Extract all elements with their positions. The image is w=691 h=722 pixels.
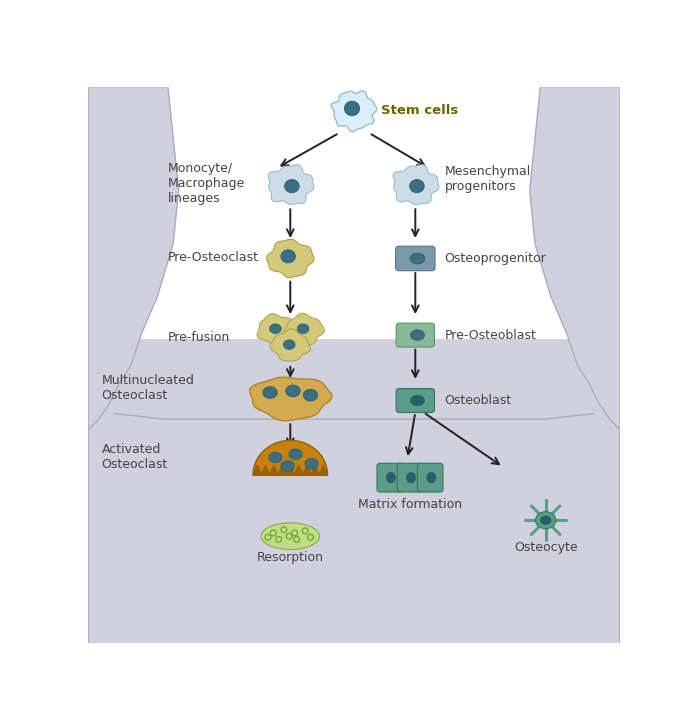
- Polygon shape: [249, 377, 332, 421]
- Ellipse shape: [305, 458, 319, 469]
- Ellipse shape: [386, 472, 395, 483]
- Text: Monocyte/
Macrophage
lineages: Monocyte/ Macrophage lineages: [168, 162, 245, 206]
- Ellipse shape: [289, 449, 302, 460]
- Text: Stem cells: Stem cells: [381, 104, 458, 117]
- Ellipse shape: [269, 324, 281, 334]
- Ellipse shape: [410, 395, 424, 406]
- Text: Matrix formation: Matrix formation: [358, 497, 462, 510]
- Text: Pre-Osteoblast: Pre-Osteoblast: [444, 329, 536, 342]
- Text: Pre-fusion: Pre-fusion: [168, 331, 230, 344]
- Ellipse shape: [269, 452, 282, 463]
- Ellipse shape: [261, 523, 319, 549]
- Ellipse shape: [297, 324, 309, 334]
- Ellipse shape: [281, 461, 294, 471]
- FancyBboxPatch shape: [417, 464, 443, 492]
- Polygon shape: [257, 314, 296, 344]
- Ellipse shape: [283, 340, 295, 349]
- Polygon shape: [267, 239, 314, 278]
- Ellipse shape: [286, 385, 300, 397]
- Polygon shape: [331, 91, 377, 131]
- Polygon shape: [88, 339, 620, 643]
- Ellipse shape: [410, 330, 424, 340]
- Ellipse shape: [427, 472, 436, 483]
- Polygon shape: [253, 466, 328, 476]
- Ellipse shape: [344, 101, 359, 116]
- FancyBboxPatch shape: [396, 323, 435, 347]
- Ellipse shape: [410, 253, 425, 264]
- Polygon shape: [393, 165, 439, 204]
- Ellipse shape: [303, 389, 318, 401]
- Text: Mesenchymal
progenitors: Mesenchymal progenitors: [444, 165, 531, 193]
- Text: Resorption: Resorption: [257, 551, 324, 564]
- Text: Osteocyte: Osteocyte: [514, 542, 578, 554]
- Ellipse shape: [536, 512, 556, 529]
- Text: Activated
Osteoclast: Activated Osteoclast: [102, 443, 168, 471]
- FancyBboxPatch shape: [396, 246, 435, 271]
- Ellipse shape: [263, 387, 277, 399]
- Polygon shape: [253, 440, 328, 475]
- Polygon shape: [88, 87, 178, 643]
- FancyBboxPatch shape: [397, 464, 423, 492]
- Text: Pre-Osteoclast: Pre-Osteoclast: [168, 251, 259, 264]
- FancyBboxPatch shape: [396, 388, 435, 412]
- Ellipse shape: [540, 516, 551, 524]
- Polygon shape: [270, 329, 310, 361]
- Ellipse shape: [410, 180, 424, 193]
- Polygon shape: [284, 313, 324, 345]
- Polygon shape: [530, 87, 620, 643]
- FancyBboxPatch shape: [377, 464, 403, 492]
- Polygon shape: [268, 165, 314, 204]
- Text: Osteoblast: Osteoblast: [444, 394, 512, 407]
- Ellipse shape: [285, 180, 299, 193]
- Ellipse shape: [406, 472, 415, 483]
- Text: Multinucleated
Osteoclast: Multinucleated Osteoclast: [102, 374, 194, 402]
- Text: Osteoprogenitor: Osteoprogenitor: [444, 252, 547, 265]
- Ellipse shape: [281, 250, 296, 263]
